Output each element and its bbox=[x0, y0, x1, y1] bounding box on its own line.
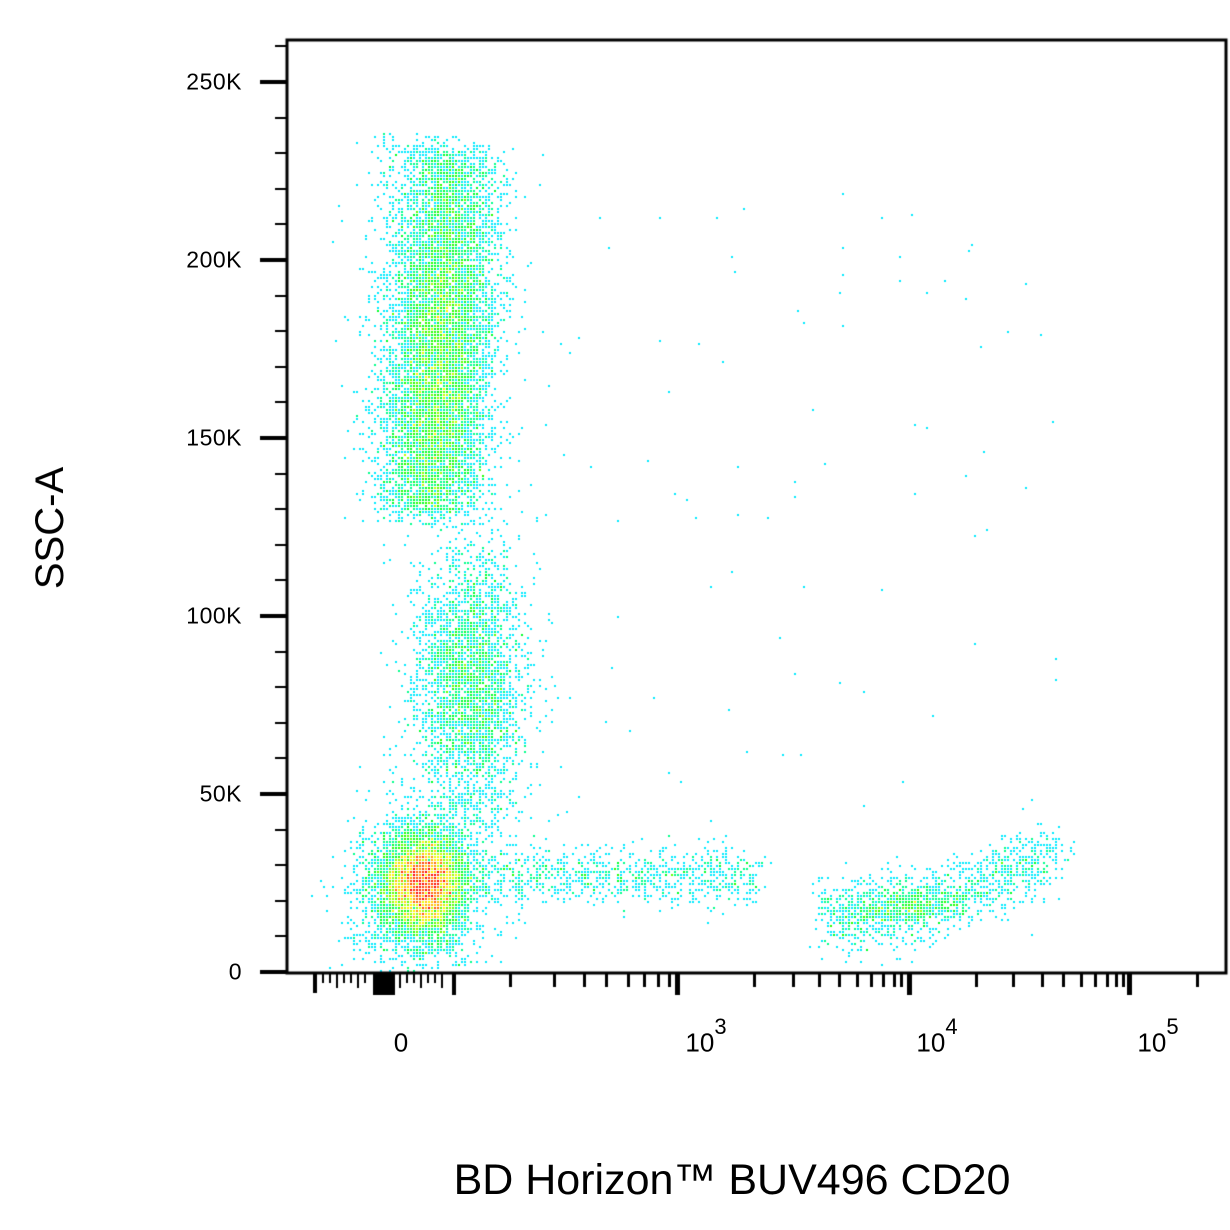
y-tick-label-250k: 250K bbox=[186, 68, 242, 95]
x-tick-label-1e5: 105 bbox=[1137, 1014, 1179, 1058]
x-axis-label: BD Horizon™ BUV496 CD20 bbox=[453, 1156, 1011, 1204]
x-tick-label-1e3: 103 bbox=[685, 1014, 727, 1058]
x-tick-label-1e4: 104 bbox=[916, 1014, 958, 1058]
y-tick-label-100k: 100K bbox=[186, 602, 242, 629]
y-tick-label-200k: 200K bbox=[186, 246, 242, 273]
y-tick-label-50k: 50K bbox=[199, 780, 242, 807]
y-tick-label-150k: 150K bbox=[186, 424, 242, 451]
x-tick-label-0: 0 bbox=[393, 1027, 409, 1058]
y-axis-label: SSC-A bbox=[28, 466, 72, 590]
y-tick-label-0: 0 bbox=[228, 958, 242, 985]
